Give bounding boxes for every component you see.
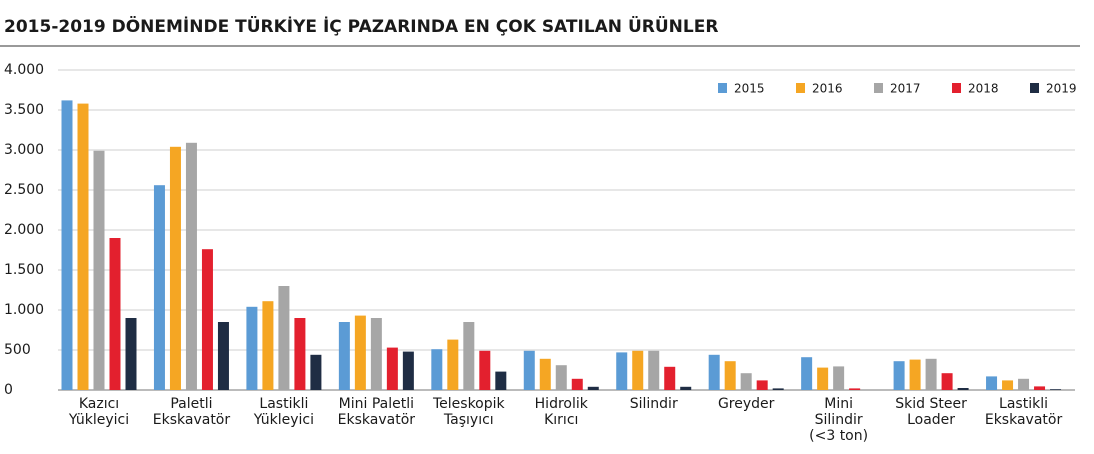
bar	[246, 306, 258, 390]
bar	[909, 359, 921, 390]
bar	[463, 322, 475, 390]
y-tick-label: 500	[4, 342, 31, 358]
bar	[370, 318, 382, 390]
bar	[957, 388, 969, 390]
bar	[772, 388, 784, 390]
bar	[479, 350, 491, 390]
legend-label: 2018	[968, 82, 999, 96]
bar	[893, 361, 905, 390]
y-tick-label: 1.500	[4, 262, 44, 278]
bar	[740, 373, 752, 390]
legend-label: 2019	[1046, 82, 1077, 96]
x-tick-label: Paletli Ekskavatör	[152, 396, 231, 428]
bar	[310, 354, 322, 390]
bar	[294, 318, 306, 390]
bar	[93, 150, 105, 390]
bar	[1018, 378, 1030, 390]
bar	[632, 350, 644, 390]
bar	[1034, 386, 1046, 390]
bar	[724, 361, 736, 390]
legend-swatch	[952, 83, 961, 93]
bar	[680, 386, 692, 390]
x-tick-label: Hidrolik Kırıcı	[534, 396, 588, 428]
legend-swatch	[874, 83, 883, 93]
x-tick-label: Teleskopik Taşıyıcı	[432, 396, 505, 428]
bar	[539, 358, 551, 390]
bar	[849, 388, 861, 390]
x-tick-label: Greyder	[717, 396, 775, 412]
bar	[153, 185, 165, 390]
bar	[262, 301, 274, 390]
bar	[338, 322, 350, 390]
y-tick-label: 0	[4, 382, 13, 398]
bar	[648, 350, 660, 390]
legend-swatch	[1030, 83, 1039, 93]
legend-label: 2016	[812, 82, 843, 96]
bar	[169, 146, 181, 390]
bar	[185, 142, 197, 390]
bar	[925, 358, 937, 390]
x-tick-label: Mini Silindir (<3 ton)	[809, 396, 869, 444]
bar	[664, 366, 676, 390]
bar	[77, 103, 89, 390]
bar	[386, 347, 398, 390]
bar	[1002, 380, 1014, 390]
bar	[447, 339, 459, 390]
x-tick-label: Lastikli Yükleyici	[253, 396, 314, 428]
bar	[201, 249, 213, 390]
bar	[402, 351, 414, 390]
x-tick-label: Silindir	[629, 396, 678, 412]
bar	[616, 352, 628, 390]
bar	[217, 322, 229, 390]
legend-swatch	[796, 83, 805, 93]
bar	[354, 315, 366, 390]
bar	[1050, 389, 1062, 390]
bar	[125, 318, 137, 390]
bar	[941, 373, 953, 390]
bar	[278, 286, 290, 390]
x-tick-label: Mini Paletli Ekskavatör	[337, 396, 416, 428]
bar	[431, 349, 443, 390]
y-tick-label: 3.500	[4, 102, 44, 118]
y-tick-label: 4.000	[4, 62, 44, 78]
bar	[109, 238, 121, 390]
x-tick-label: Lastikli Ekskavatör	[984, 396, 1063, 428]
legend-label: 2017	[890, 82, 921, 96]
bar	[833, 366, 845, 390]
bar	[986, 376, 998, 390]
bar	[495, 371, 507, 390]
bar	[587, 386, 599, 390]
y-tick-label: 2.000	[4, 222, 44, 238]
y-tick-label: 3.000	[4, 142, 44, 158]
y-tick-label: 2.500	[4, 182, 44, 198]
chart-title: 2015-2019 DÖNEMİNDE TÜRKİYE İÇ PAZARINDA…	[4, 15, 718, 37]
legend-label: 2015	[734, 82, 765, 96]
bar	[523, 350, 535, 390]
x-tick-label: Skid Steer Loader	[895, 396, 967, 428]
bar	[555, 365, 567, 390]
bar	[708, 354, 720, 390]
legend-swatch	[718, 83, 727, 93]
x-tick-label: Kazıcı Yükleyici	[68, 396, 130, 428]
y-tick-label: 1.000	[4, 302, 44, 318]
bar	[571, 378, 583, 390]
bar	[61, 100, 73, 391]
bar	[801, 357, 813, 390]
bar	[817, 367, 829, 390]
bar	[756, 380, 768, 390]
